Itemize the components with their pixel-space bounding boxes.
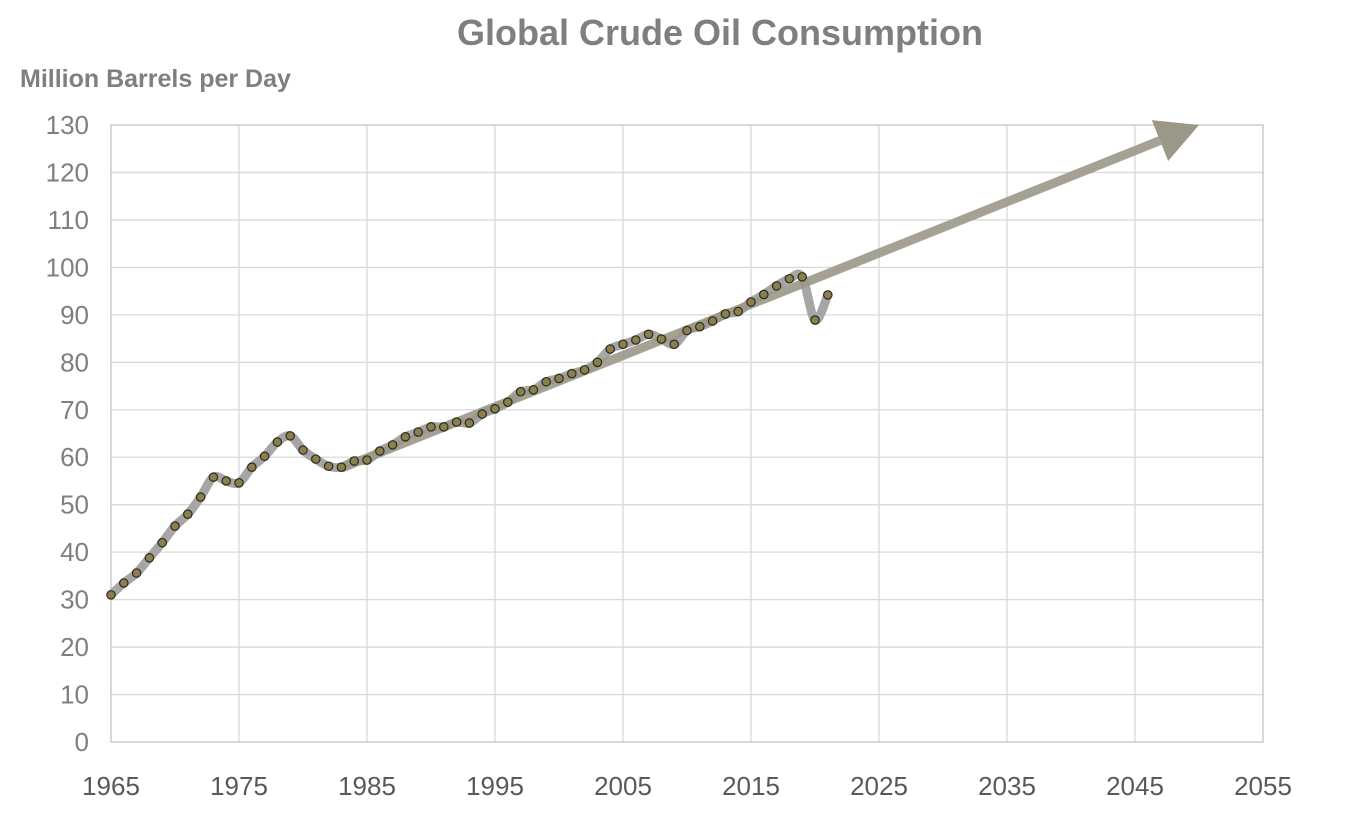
y-tick-label: 30 bbox=[60, 585, 89, 615]
series-line bbox=[106, 269, 833, 600]
y-tick-label: 120 bbox=[46, 157, 89, 187]
data-point bbox=[797, 272, 807, 282]
data-point bbox=[157, 537, 167, 548]
data-point bbox=[170, 521, 180, 531]
chart-title: Global Crude Oil Consumption bbox=[457, 12, 983, 53]
x-tick-label: 2035 bbox=[978, 771, 1036, 801]
data-point bbox=[438, 422, 449, 432]
data-point bbox=[566, 368, 577, 379]
data-point bbox=[451, 417, 462, 427]
x-tick-label: 1995 bbox=[466, 771, 524, 801]
x-tick-label: 1975 bbox=[210, 771, 268, 801]
x-tick-label: 2005 bbox=[594, 771, 652, 801]
data-point bbox=[707, 316, 718, 326]
data-point bbox=[285, 431, 295, 441]
data-point bbox=[208, 472, 219, 482]
data-point bbox=[720, 309, 731, 319]
data-point bbox=[656, 334, 667, 344]
trend-arrow-head bbox=[1151, 120, 1199, 162]
y-tick-label: 90 bbox=[60, 300, 89, 330]
y-tick-label: 80 bbox=[60, 347, 89, 377]
data-point bbox=[374, 446, 385, 456]
x-tick-label: 2055 bbox=[1234, 771, 1292, 801]
x-axis-ticks: 1965 1975 1985 1995 2005 2015 2025 2035 2045 2055 bbox=[82, 771, 1292, 801]
data-point bbox=[144, 553, 155, 563]
data-point bbox=[131, 568, 142, 578]
data-point bbox=[758, 289, 769, 300]
data-point bbox=[771, 281, 782, 291]
data-point bbox=[247, 462, 257, 472]
data-point bbox=[618, 339, 628, 350]
plot-frame bbox=[110, 124, 1264, 743]
y-axis-ticks: 0 10 20 30 40 50 60 70 80 90 100 110 120 130 bbox=[46, 110, 89, 757]
y-tick-label: 100 bbox=[46, 252, 89, 282]
data-point bbox=[528, 385, 539, 395]
data-point bbox=[502, 397, 513, 407]
data-point bbox=[592, 357, 603, 368]
data-point bbox=[464, 418, 475, 428]
data-point bbox=[106, 590, 116, 600]
y-tick-label: 10 bbox=[60, 680, 89, 710]
data-point bbox=[298, 445, 308, 455]
y-tick-label: 60 bbox=[60, 442, 89, 472]
data-point bbox=[579, 365, 590, 375]
markers bbox=[106, 272, 833, 600]
data-point bbox=[259, 451, 270, 462]
data-point bbox=[822, 290, 833, 300]
data-point bbox=[694, 321, 705, 332]
data-point bbox=[643, 329, 654, 340]
y-tick-label: 40 bbox=[60, 537, 89, 567]
data-point bbox=[272, 437, 283, 447]
data-point bbox=[733, 306, 743, 317]
data-point bbox=[554, 373, 564, 384]
data-point bbox=[746, 297, 756, 307]
data-point bbox=[490, 404, 500, 414]
x-tick-label: 2045 bbox=[1106, 771, 1164, 801]
data-point bbox=[477, 409, 487, 419]
data-point bbox=[426, 422, 436, 432]
data-point bbox=[541, 376, 551, 387]
series bbox=[106, 269, 833, 600]
y-tick-label: 130 bbox=[46, 110, 89, 140]
data-point bbox=[183, 509, 193, 519]
x-tick-label: 1985 bbox=[338, 771, 396, 801]
data-point bbox=[336, 462, 347, 472]
y-tick-label: 50 bbox=[60, 490, 89, 520]
data-point bbox=[605, 344, 615, 354]
y-tick-label: 70 bbox=[60, 395, 89, 425]
data-point bbox=[362, 455, 372, 465]
data-point bbox=[387, 440, 398, 450]
x-tick-label: 2015 bbox=[722, 771, 780, 801]
data-point bbox=[234, 478, 244, 488]
data-point bbox=[669, 339, 679, 350]
data-point bbox=[630, 335, 641, 345]
data-point bbox=[810, 315, 820, 325]
data-point bbox=[413, 427, 423, 437]
x-tick-label: 2025 bbox=[850, 771, 908, 801]
data-point bbox=[119, 578, 129, 588]
data-point bbox=[323, 461, 334, 472]
data-point bbox=[784, 273, 795, 284]
data-point bbox=[515, 386, 526, 397]
data-point bbox=[195, 492, 206, 502]
data-point bbox=[400, 432, 411, 442]
data-point bbox=[221, 476, 231, 486]
data-point bbox=[349, 456, 359, 466]
data-point bbox=[682, 325, 692, 336]
y-axis-label: Million Barrels per Day bbox=[20, 65, 291, 93]
x-tick-label: 1965 bbox=[82, 771, 140, 801]
y-tick-label: 110 bbox=[48, 205, 89, 235]
data-point bbox=[310, 454, 321, 464]
y-tick-label: 0 bbox=[75, 727, 89, 757]
y-tick-label: 20 bbox=[60, 632, 89, 662]
